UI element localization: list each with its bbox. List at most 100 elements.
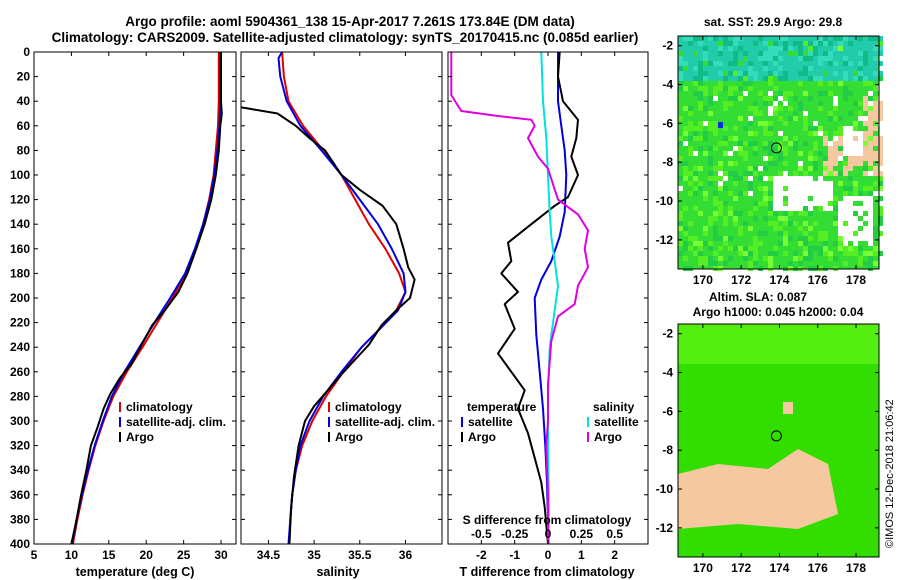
map-cell — [748, 106, 753, 111]
map-cell — [853, 241, 858, 246]
map-cell — [868, 241, 873, 246]
map-cell — [718, 171, 723, 176]
map-cell — [698, 251, 703, 256]
map-cell — [798, 51, 803, 56]
map-cell — [718, 186, 723, 191]
map-cell — [743, 61, 748, 66]
map-cell — [763, 61, 768, 66]
map-cell — [768, 121, 773, 126]
map-cell — [843, 196, 848, 201]
map-cell — [763, 41, 768, 46]
map-cell — [868, 126, 873, 131]
map-cell — [808, 236, 813, 241]
map-cell — [873, 231, 878, 236]
map-cell — [828, 61, 833, 66]
map-cell — [733, 61, 738, 66]
map-cell — [848, 216, 853, 221]
map-cell — [838, 141, 843, 146]
map-cell — [823, 46, 828, 51]
difference-legend: temperature satellite Argo salinity sate… — [461, 400, 639, 444]
map-cell — [738, 211, 743, 216]
map-cell — [793, 201, 798, 206]
map-cell — [763, 76, 768, 81]
map-cell — [693, 61, 698, 66]
map-cell — [783, 151, 788, 156]
map-cell — [828, 81, 833, 86]
map-cell — [793, 46, 798, 51]
map-cell — [828, 111, 833, 116]
y-tick-label: -12 — [656, 233, 674, 247]
map-cell — [808, 156, 813, 161]
map-cell — [823, 251, 828, 256]
map-cell — [803, 186, 808, 191]
map-cell — [838, 51, 843, 56]
map-cell — [723, 36, 728, 41]
map-cell — [873, 46, 878, 51]
map-cell — [728, 71, 733, 76]
map-cell — [748, 246, 753, 251]
map-cell — [863, 236, 868, 241]
map-cell — [698, 186, 703, 191]
map-cell — [678, 76, 683, 81]
map-cell — [713, 121, 718, 126]
map-cell — [878, 196, 883, 201]
map-cell — [703, 106, 708, 111]
map-cell — [803, 61, 808, 66]
map-cell — [713, 196, 718, 201]
map-cell — [713, 36, 718, 41]
map-cell — [878, 141, 883, 146]
x-tick-label: 2 — [611, 548, 618, 562]
y-tick-label: 280 — [10, 389, 30, 403]
map-cell — [798, 191, 803, 196]
map-cell — [843, 151, 848, 156]
map-cell — [688, 191, 693, 196]
map-cell — [713, 201, 718, 206]
map-cell — [813, 126, 818, 131]
map-cell — [838, 241, 843, 246]
x-tick-label: -1 — [509, 548, 520, 562]
map-cell — [713, 76, 718, 81]
map-cell — [838, 36, 843, 41]
map-cell — [803, 41, 808, 46]
map-cell — [798, 186, 803, 191]
map-cell — [823, 231, 828, 236]
y-tick-label: 340 — [10, 463, 30, 477]
map-cell — [778, 36, 783, 41]
map-cell — [718, 161, 723, 166]
sla-map-frame — [677, 323, 880, 558]
map-cell — [828, 196, 833, 201]
map-cell — [753, 236, 758, 241]
y-tick-label: -8 — [662, 155, 673, 169]
map-cell — [683, 51, 688, 56]
map-cell — [678, 71, 683, 76]
map-cell — [778, 151, 783, 156]
map-cell — [793, 76, 798, 81]
map-cell — [868, 236, 873, 241]
map-cell — [678, 61, 683, 66]
map-cell — [763, 46, 768, 51]
map-cell — [723, 186, 728, 191]
map-cell — [868, 136, 873, 141]
map-cell — [858, 256, 863, 261]
map-cell — [868, 96, 873, 101]
map-cell — [868, 91, 873, 96]
map-cell — [683, 71, 688, 76]
map-cell — [823, 91, 828, 96]
map-cell — [758, 91, 763, 96]
map-cell — [738, 71, 743, 76]
map-cell — [878, 121, 883, 126]
map-cell — [693, 41, 698, 46]
map-cell — [748, 46, 753, 51]
map-cell — [718, 246, 723, 251]
map-cell — [693, 191, 698, 196]
map-cell — [838, 76, 843, 81]
map-cell — [708, 176, 713, 181]
map-cell — [803, 76, 808, 81]
map-cell — [868, 191, 873, 196]
map-cell — [838, 146, 843, 151]
map-cell — [828, 46, 833, 51]
map-cell — [873, 246, 878, 251]
map-cell — [813, 51, 818, 56]
map-cell — [863, 96, 868, 101]
map-cell — [698, 46, 703, 51]
